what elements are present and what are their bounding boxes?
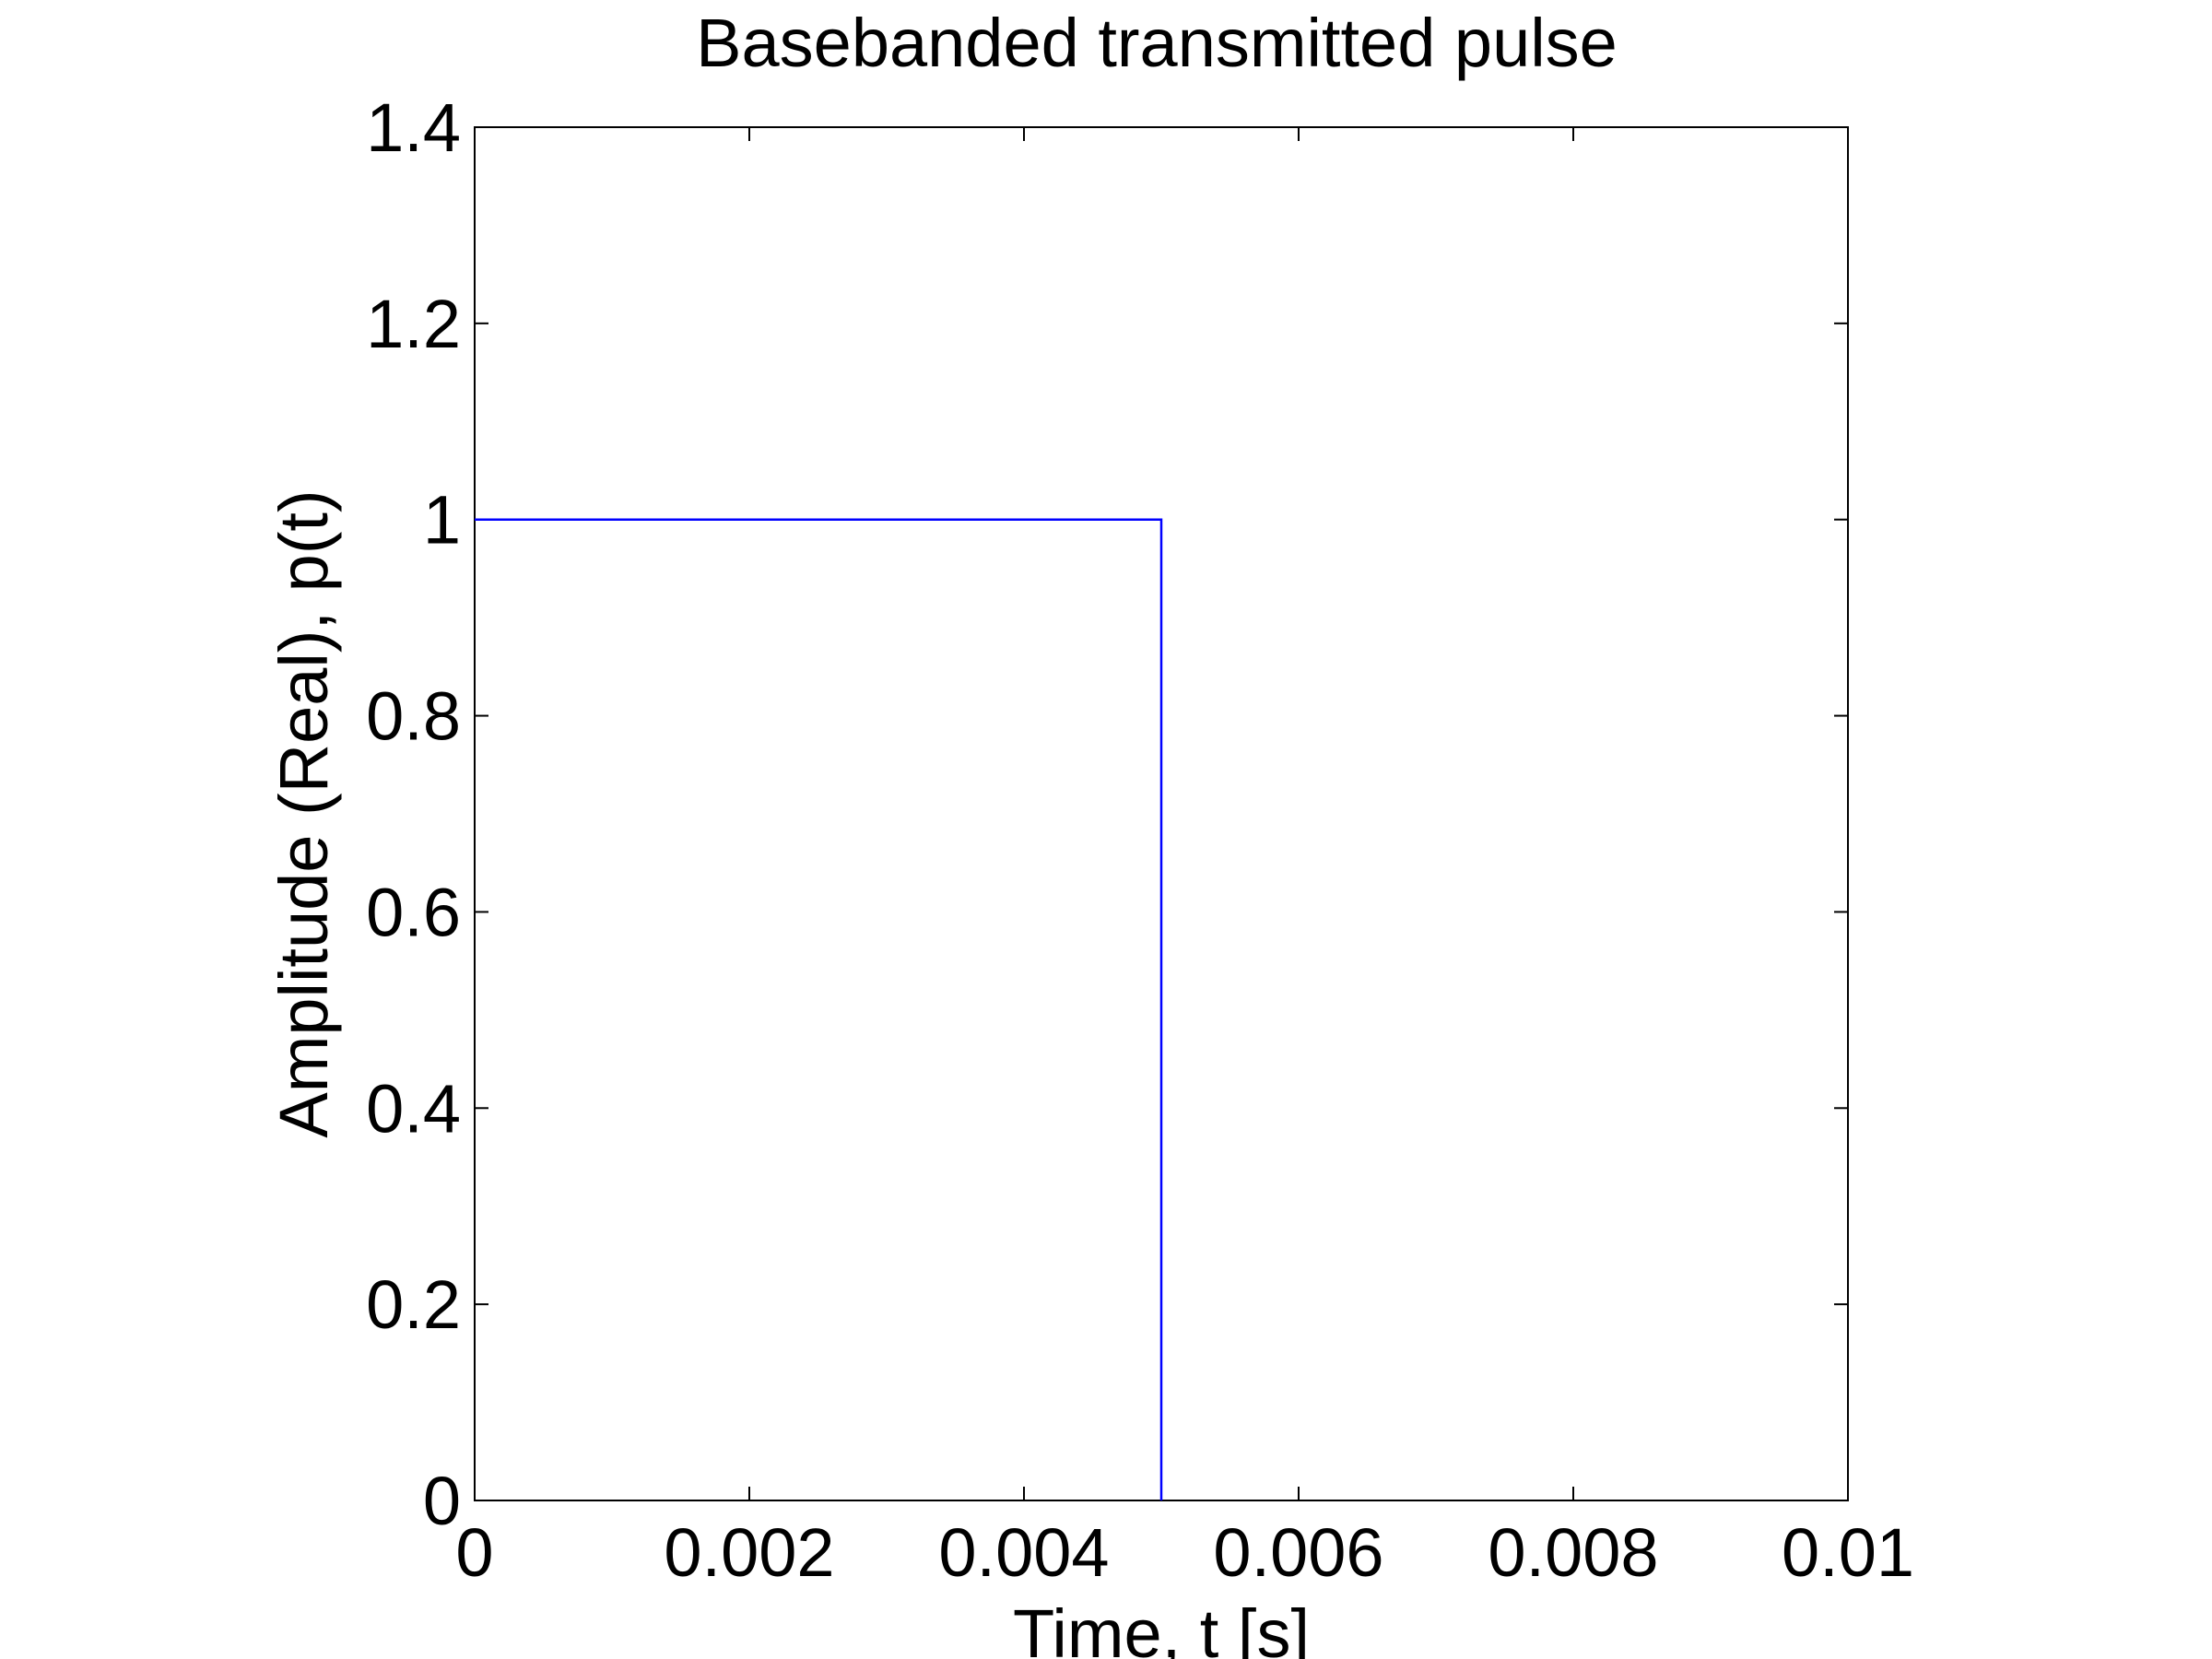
x-tick-label: 0.01: [1782, 1514, 1914, 1591]
x-tick-label: 0: [455, 1514, 493, 1591]
y-tick-label: 1.2: [366, 286, 461, 362]
x-tick-label: 0.002: [664, 1514, 834, 1591]
y-tick-label: 0: [423, 1463, 461, 1539]
y-tick-label: 1.4: [366, 89, 461, 166]
x-tick-label: 0.008: [1488, 1514, 1658, 1591]
y-axis-tick-labels: 0 0.2 0.4 0.6 0.8 1 1.2 1.4: [366, 89, 461, 1539]
x-axis-title: Time, t [s]: [1013, 1595, 1310, 1659]
x-tick-label: 0.004: [938, 1514, 1109, 1591]
x-tick-label: 0.006: [1213, 1514, 1383, 1591]
chart-title: Basebanded transmitted pulse: [696, 5, 1618, 81]
series-layer: [475, 518, 1163, 1500]
y-tick-label: 0.8: [366, 678, 461, 755]
y-tick-label: 0.4: [366, 1070, 461, 1147]
y-tick-label: 0.6: [366, 874, 461, 950]
x-axis-tick-labels: 0 0.002 0.004 0.006 0.008 0.01: [455, 1514, 1914, 1591]
y-axis-title: Amplitude (Real), p(t): [265, 489, 342, 1137]
y-tick-label: 0.2: [366, 1266, 461, 1343]
x-axis-ticks: [474, 127, 1849, 1500]
y-axis-ticks: [475, 126, 1848, 1501]
y-tick-label: 1: [423, 482, 461, 559]
series-line: [475, 518, 1163, 1500]
